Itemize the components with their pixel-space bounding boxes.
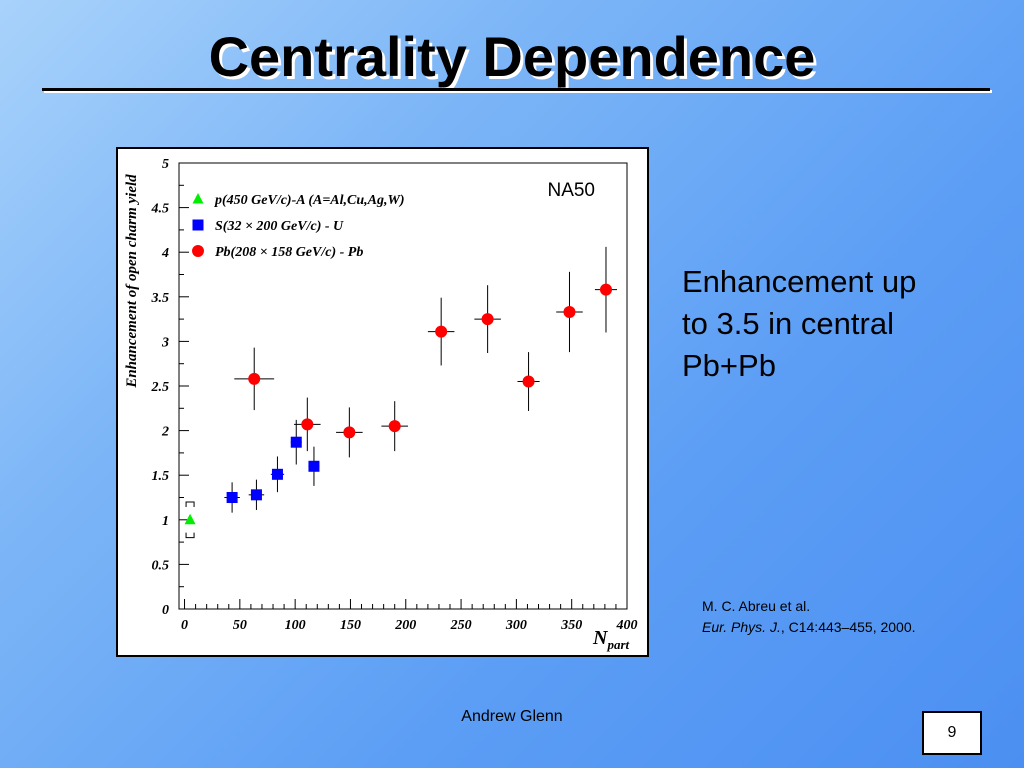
- marker-triangle: [184, 513, 196, 525]
- chart-annotation-na50: NA50: [547, 180, 595, 201]
- enhancement-note-line-2: to 3.5 in central: [682, 306, 894, 341]
- marker-square: [250, 489, 262, 501]
- marker-circle: [301, 418, 314, 431]
- y-tick-label: 5: [162, 157, 169, 172]
- marker-circle: [388, 420, 401, 433]
- data-point-square: [270, 456, 285, 493]
- data-point-circle: [336, 407, 363, 458]
- legend: p(450 GeV/c)-A (A=Al,Cu,Ag,W) S(32 × 200 …: [192, 193, 405, 260]
- title-underline: [42, 88, 990, 91]
- data-point-circle: [427, 297, 455, 366]
- enhancement-note-line-1: Enhancement up: [682, 264, 917, 299]
- marker-circle: [343, 426, 356, 439]
- systematic-bracket-low: [185, 532, 195, 539]
- citation-authors: M. C. Abreu et al.: [702, 598, 811, 614]
- x-tick-label: 200: [394, 618, 416, 633]
- footer-author: Andrew Glenn: [461, 708, 563, 725]
- data-point-square: [248, 479, 265, 510]
- page-number: 9: [922, 711, 982, 755]
- y-tick-label: 2: [161, 425, 169, 440]
- x-tick-label: 50: [233, 618, 247, 633]
- citation-details: , C14:443–455, 2000.: [780, 619, 916, 635]
- marker-circle: [563, 305, 576, 318]
- citation: M. C. Abreu et al. Eur. Phys. J., C14:44…: [702, 596, 916, 638]
- data-point-circle: [381, 401, 408, 452]
- y-tick-label: 0.5: [152, 558, 170, 573]
- legend-label-circle: Pb(208 × 158 GeV/c) - Pb: [215, 245, 363, 260]
- legend-label-triangle: p(450 GeV/c)-A (A=Al,Cu,Ag,W): [214, 193, 405, 208]
- data-point-circle: [556, 271, 583, 353]
- slide-title: Centrality Dependence: [208, 25, 816, 88]
- y-tick-label: 1.5: [152, 469, 170, 484]
- legend-marker-circle: [192, 245, 204, 257]
- y-tick-label: 4: [161, 246, 169, 261]
- enhancement-note-line-3: Pb+Pb: [682, 348, 776, 383]
- y-tick-label: 0: [162, 603, 169, 618]
- x-tick-label: 0: [181, 618, 188, 633]
- y-tick-label: 4.5: [151, 202, 170, 217]
- x-tick-label: 400: [616, 618, 638, 633]
- citation-journal: Eur. Phys. J.: [702, 619, 781, 635]
- x-tick-label: 150: [340, 618, 361, 633]
- marker-circle: [599, 283, 612, 296]
- legend-label-square: S(32 × 200 GeV/c) - U: [215, 219, 344, 234]
- systematic-bracket-high: [185, 501, 195, 507]
- marker-circle: [522, 375, 535, 388]
- axes: 00.511.522.533.544.550 50 100 150 200 250 300 3…: [151, 157, 638, 633]
- citation-reference: Eur. Phys. J., C14:443–455, 2000.: [702, 617, 916, 638]
- marker-circle: [481, 313, 494, 326]
- data-point-square: [290, 419, 302, 465]
- data-point-square: [308, 446, 320, 486]
- x-axis-label: Npart: [592, 627, 630, 652]
- data-point-circle: [234, 347, 275, 411]
- x-tick-label: 350: [560, 618, 582, 633]
- x-tick-label: 250: [450, 618, 472, 633]
- legend-marker-square: [192, 219, 204, 231]
- x-tick-label: 100: [285, 618, 306, 633]
- y-tick-label: 2.5: [151, 380, 170, 395]
- y-axis-label: Enhancement of open charm yield: [124, 174, 140, 389]
- marker-circle: [435, 325, 448, 338]
- centrality-chart: 00.511.522.533.544.550 50 100 150 200 250 300 3…: [124, 157, 638, 652]
- y-tick-label: 3.5: [151, 291, 170, 306]
- data-point-circle: [594, 246, 618, 333]
- data-point-circle: [294, 397, 321, 452]
- data-point-circle: [517, 352, 540, 411]
- data-point-square: [224, 482, 240, 513]
- marker-square: [271, 468, 283, 480]
- y-tick-label: 3: [161, 335, 169, 350]
- marker-square: [226, 492, 238, 503]
- marker-square: [308, 460, 320, 472]
- x-axis-label-main: N: [592, 627, 609, 649]
- marker-square: [290, 436, 302, 448]
- x-tick-label: 300: [505, 618, 527, 633]
- legend-marker-triangle: [192, 193, 204, 204]
- chart-panel: 0 0.5 1 1.5 2 2.5 3 3.5 4 4.5 5 0 50 100 150 200 250 300 3…: [116, 147, 649, 657]
- data-point-circle: [474, 285, 501, 353]
- data-point-triangle: [184, 501, 196, 539]
- enhancement-note: Enhancement up to 3.5 in central Pb+Pb: [682, 261, 982, 387]
- x-axis-label-subscript: part: [606, 637, 629, 652]
- data-points: [184, 246, 618, 539]
- marker-circle: [248, 372, 261, 385]
- y-tick-label: 1: [162, 514, 169, 529]
